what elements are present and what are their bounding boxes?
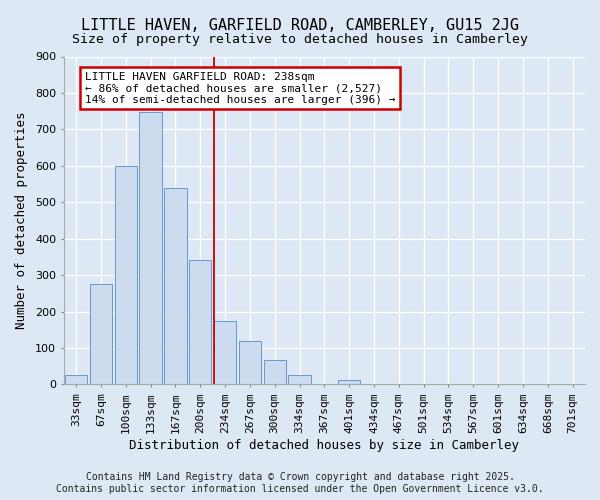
Bar (289, 376, 311, 384)
Bar (115, 166, 137, 384)
Bar (164, 188, 187, 384)
Bar (90, 284, 112, 384)
Text: Contains HM Land Registry data © Crown copyright and database right 2025.
Contai: Contains HM Land Registry data © Crown c… (56, 472, 544, 494)
Bar (239, 340, 261, 384)
X-axis label: Distribution of detached houses by size in Camberley: Distribution of detached houses by size … (130, 440, 520, 452)
Bar (189, 260, 211, 384)
Y-axis label: Number of detached properties: Number of detached properties (15, 112, 28, 329)
Bar (139, 112, 162, 384)
Bar (263, 360, 286, 384)
Text: Size of property relative to detached houses in Camberley: Size of property relative to detached ho… (72, 32, 528, 46)
Text: LITTLE HAVEN, GARFIELD ROAD, CAMBERLEY, GU15 2JG: LITTLE HAVEN, GARFIELD ROAD, CAMBERLEY, … (81, 18, 519, 32)
Bar (214, 320, 236, 384)
Text: LITTLE HAVEN GARFIELD ROAD: 238sqm
← 86% of detached houses are smaller (2,527)
: LITTLE HAVEN GARFIELD ROAD: 238sqm ← 86%… (85, 72, 395, 105)
Bar (338, 380, 361, 384)
Bar (65, 376, 87, 384)
